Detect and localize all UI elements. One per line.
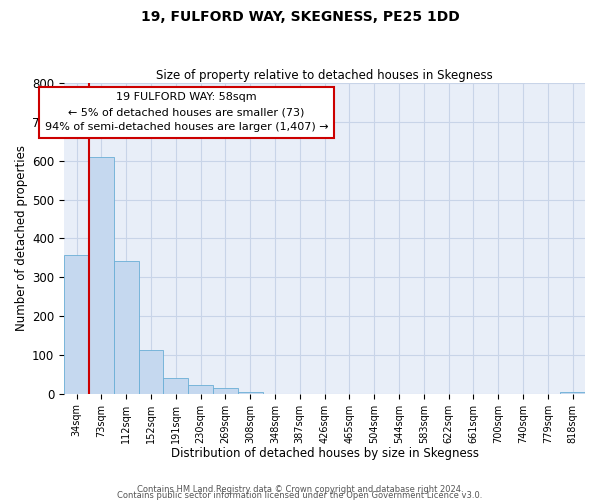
Bar bbox=[238, 392, 263, 394]
Y-axis label: Number of detached properties: Number of detached properties bbox=[15, 146, 28, 332]
Text: 19, FULFORD WAY, SKEGNESS, PE25 1DD: 19, FULFORD WAY, SKEGNESS, PE25 1DD bbox=[140, 10, 460, 24]
Bar bbox=[560, 392, 585, 394]
X-axis label: Distribution of detached houses by size in Skegness: Distribution of detached houses by size … bbox=[170, 447, 479, 460]
Bar bbox=[188, 385, 213, 394]
Text: Contains HM Land Registry data © Crown copyright and database right 2024.: Contains HM Land Registry data © Crown c… bbox=[137, 484, 463, 494]
Bar bbox=[114, 262, 139, 394]
Bar bbox=[64, 255, 89, 394]
Bar bbox=[89, 156, 114, 394]
Bar bbox=[163, 378, 188, 394]
Bar bbox=[213, 388, 238, 394]
Text: 19 FULFORD WAY: 58sqm
← 5% of detached houses are smaller (73)
94% of semi-detac: 19 FULFORD WAY: 58sqm ← 5% of detached h… bbox=[45, 92, 328, 132]
Title: Size of property relative to detached houses in Skegness: Size of property relative to detached ho… bbox=[156, 69, 493, 82]
Bar bbox=[139, 350, 163, 394]
Text: Contains public sector information licensed under the Open Government Licence v3: Contains public sector information licen… bbox=[118, 490, 482, 500]
